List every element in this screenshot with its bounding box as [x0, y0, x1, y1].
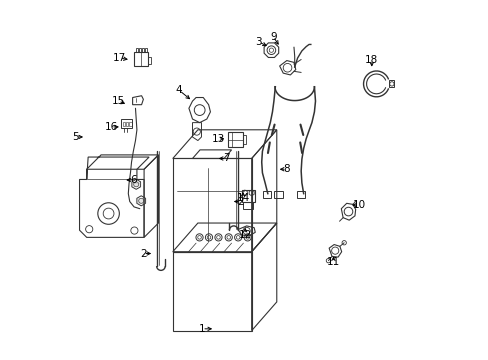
Text: 3: 3	[255, 37, 262, 47]
Text: 18: 18	[365, 55, 378, 65]
Text: 14: 14	[236, 193, 249, 203]
Circle shape	[245, 235, 249, 239]
Text: 17: 17	[113, 53, 126, 63]
Text: 9: 9	[269, 32, 276, 41]
Text: 8: 8	[283, 164, 289, 174]
Circle shape	[207, 235, 210, 239]
Text: 5: 5	[73, 132, 79, 142]
Text: 1: 1	[199, 324, 205, 334]
Text: 6: 6	[130, 175, 137, 185]
Text: 11: 11	[326, 257, 339, 267]
Text: 10: 10	[352, 200, 365, 210]
Text: 2: 2	[140, 248, 146, 258]
Circle shape	[216, 235, 220, 239]
Text: 15: 15	[111, 96, 124, 106]
Circle shape	[197, 235, 201, 239]
Text: 7: 7	[223, 153, 229, 163]
Circle shape	[226, 235, 230, 239]
Text: 4: 4	[176, 85, 182, 95]
Text: 13: 13	[211, 134, 224, 144]
Circle shape	[236, 235, 240, 239]
Text: 12: 12	[238, 230, 251, 239]
Text: 2: 2	[237, 197, 244, 207]
Text: 16: 16	[104, 122, 118, 132]
